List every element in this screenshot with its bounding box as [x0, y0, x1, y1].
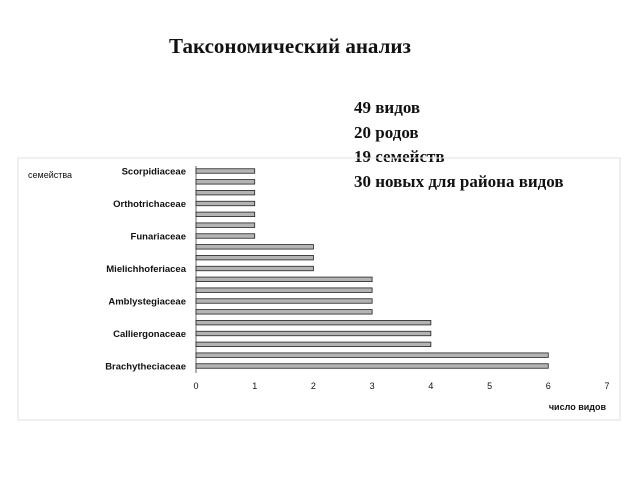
x-tick-label: 4 [428, 381, 433, 391]
stat-families: 19 семейств [354, 147, 445, 166]
page-title: Таксономический анализ [169, 34, 411, 58]
x-tick-label: 1 [252, 381, 257, 391]
bar [195, 352, 549, 358]
x-tick-label: 3 [370, 381, 375, 391]
category-label: Mielichhoferiacea [106, 264, 186, 275]
stat-new-species: 30 новых для района видов [354, 171, 564, 191]
bar [195, 363, 549, 369]
bar [195, 179, 256, 185]
chart-frame [17, 157, 621, 421]
x-tick-label: 6 [546, 381, 551, 391]
bar [195, 320, 432, 326]
bar [195, 168, 256, 174]
bar [195, 298, 373, 304]
category-label: Funariaceae [131, 232, 186, 243]
bar [195, 244, 314, 250]
bar [195, 309, 373, 315]
x-tick-label: 0 [193, 381, 198, 391]
stats-block: 49 видов 20 родов 19 семейств 30 новых д… [354, 96, 564, 194]
stat-species: 49 видов [354, 98, 421, 117]
bar [195, 276, 373, 282]
stat-genera: 20 родов [354, 122, 419, 142]
category-label: Calliergonaceae [113, 329, 186, 340]
x-tick-label: 7 [604, 381, 609, 391]
x-axis-title: число видов [549, 402, 607, 412]
x-tick-label: 2 [311, 381, 316, 391]
bar [195, 233, 256, 239]
bar [195, 255, 314, 261]
y-axis-title: семейства [28, 170, 72, 180]
category-label: Brachytheciaceae [105, 362, 186, 373]
category-label: Orthotrichaceae [113, 199, 186, 210]
bar [195, 222, 256, 228]
bar [195, 211, 256, 217]
x-tick-label: 5 [487, 381, 492, 391]
bar [195, 265, 314, 272]
category-label: Scorpidiaceae [122, 167, 186, 178]
bar [195, 287, 373, 293]
category-label: Amblystegiaceae [108, 297, 186, 308]
bar [195, 200, 256, 207]
bar [195, 190, 256, 196]
bar [195, 330, 432, 337]
bar [195, 341, 432, 347]
